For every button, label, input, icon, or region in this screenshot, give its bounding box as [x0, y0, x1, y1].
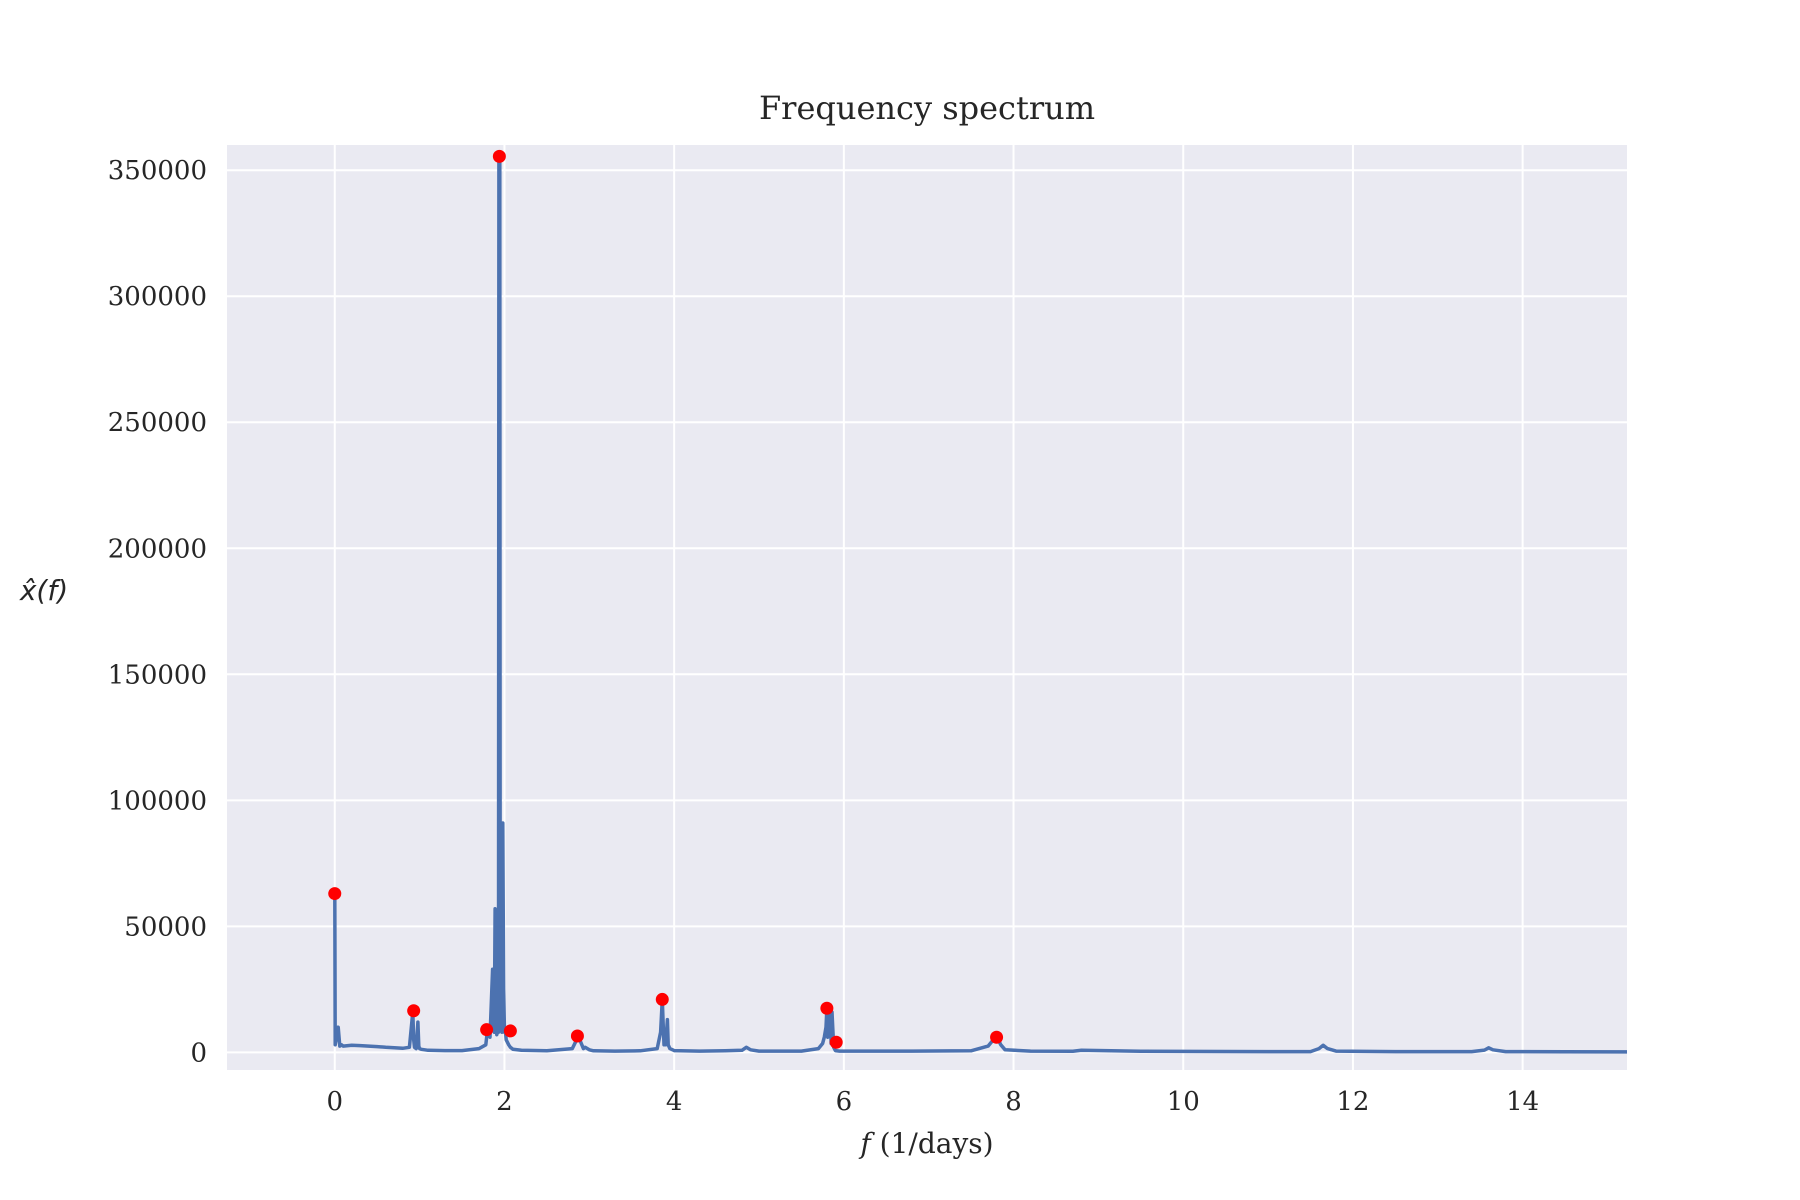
tick-labels: 0 2 4 6 8 10 12 14 0 50000 100000 150000 200000 25000…	[108, 156, 1539, 1117]
x-tick-label: 14	[1506, 1087, 1539, 1117]
x-axis-label: f (1/days)	[858, 1127, 993, 1160]
x-tick-label: 4	[666, 1087, 683, 1117]
x-tick-label: 12	[1336, 1087, 1369, 1117]
y-tick-label: 300000	[108, 282, 207, 312]
y-tick-label: 100000	[108, 786, 207, 816]
y-tick-label: 350000	[108, 156, 207, 186]
peak-marker	[407, 1004, 421, 1018]
x-axis-label-units: (1/days)	[871, 1127, 994, 1160]
peak-marker	[990, 1030, 1004, 1044]
x-tick-label: 8	[1005, 1087, 1022, 1117]
x-tick-label: 10	[1167, 1087, 1200, 1117]
y-tick-label: 200000	[108, 534, 207, 564]
chart-title: Frequency spectrum	[759, 89, 1095, 127]
peak-marker	[480, 1023, 494, 1037]
peak-marker	[820, 1001, 834, 1015]
plot-area	[227, 145, 1627, 1070]
grid	[227, 145, 1627, 1070]
y-tick-label: 0	[190, 1038, 207, 1068]
peak-marker	[829, 1035, 843, 1049]
y-tick-label: 250000	[108, 408, 207, 438]
peak-marker	[328, 887, 342, 901]
x-tick-label: 2	[496, 1087, 513, 1117]
y-axis-label: x̂(f)	[19, 574, 68, 607]
y-tick-label: 50000	[124, 912, 207, 942]
x-tick-label: 0	[326, 1087, 343, 1117]
series-layer	[328, 149, 1627, 1054]
spectrum-line	[333, 153, 1627, 1054]
y-tick-label: 150000	[108, 660, 207, 690]
peak-marker	[503, 1024, 517, 1038]
peak-marker	[570, 1029, 584, 1043]
peak-marker	[492, 149, 506, 163]
x-tick-label: 6	[836, 1087, 853, 1117]
peak-marker	[655, 992, 669, 1006]
